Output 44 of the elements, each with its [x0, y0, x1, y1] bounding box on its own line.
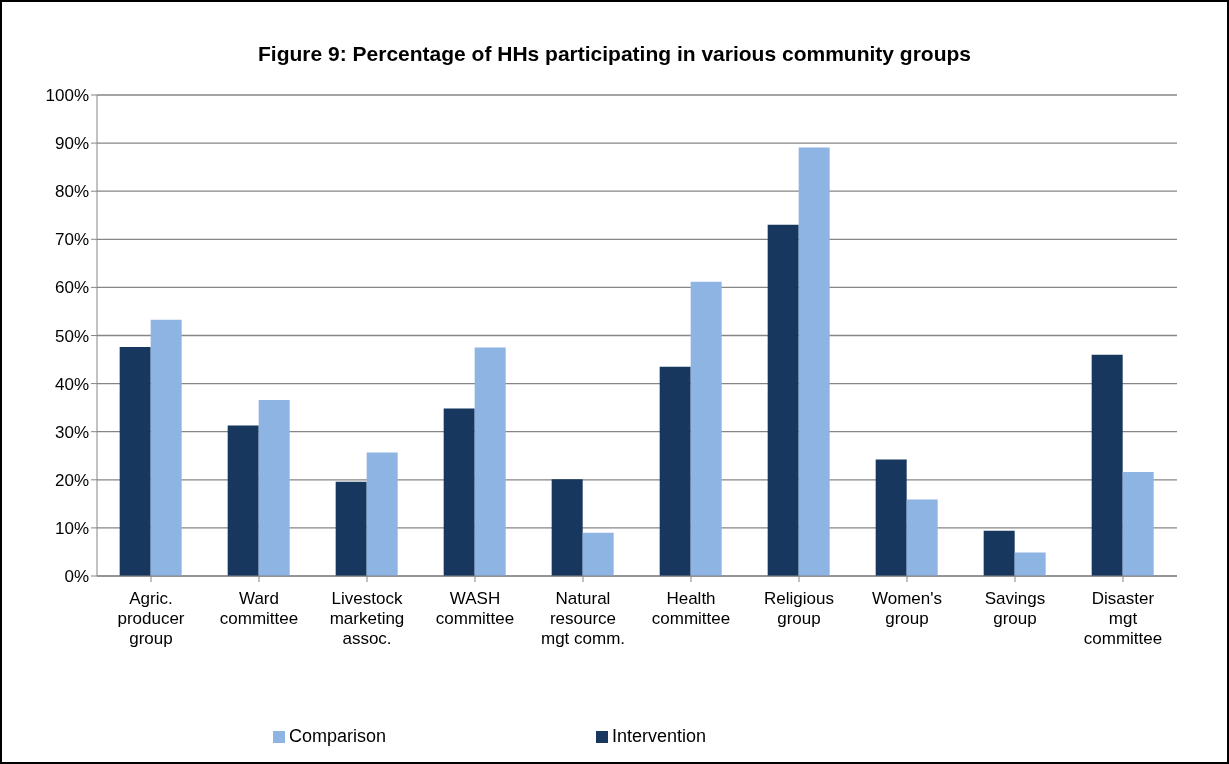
- x-tick-label: Religious group: [764, 589, 834, 628]
- bar: [1014, 552, 1046, 576]
- bar: [551, 479, 583, 576]
- bar: [258, 399, 290, 576]
- bar: [767, 224, 799, 576]
- bar: [1122, 472, 1154, 576]
- bar: [366, 452, 398, 576]
- x-tick-label: WASH committee: [435, 589, 515, 628]
- y-tick-label: 100%: [45, 86, 89, 106]
- x-tick-label: Ward committee: [219, 589, 299, 628]
- x-tick-label: Livestock marketing assoc.: [329, 589, 405, 648]
- bar: [906, 499, 938, 576]
- x-tick-label: Disaster mgt committee: [1083, 589, 1163, 648]
- x-tick-label: Women's group: [871, 589, 943, 628]
- y-tick-label: 0%: [64, 567, 89, 587]
- legend-label: Intervention: [611, 726, 707, 746]
- bar: [983, 530, 1015, 576]
- y-tick-label: 20%: [54, 470, 89, 490]
- bar: [690, 281, 722, 576]
- y-tick-label: 60%: [54, 278, 89, 298]
- bar: [119, 347, 151, 576]
- y-tick-label: 40%: [54, 374, 89, 394]
- bar: [227, 425, 259, 576]
- bar: [875, 459, 907, 576]
- bar: [443, 408, 475, 576]
- x-tick-label: Natural resource mgt comm.: [540, 589, 626, 648]
- y-tick-label: 70%: [54, 230, 89, 250]
- y-tick-label: 30%: [54, 422, 89, 442]
- y-tick-label: 50%: [54, 326, 89, 346]
- bar: [798, 147, 830, 576]
- bar: [659, 366, 691, 576]
- x-tick-label: Health committee: [651, 589, 731, 628]
- y-tick-label: 10%: [54, 518, 89, 538]
- y-tick-label: 80%: [54, 182, 89, 202]
- chart-title: Figure 9: Percentage of HHs participating in various community groups: [257, 42, 972, 66]
- x-tick-label: Agric. producer group: [117, 589, 185, 648]
- legend-label: Comparison: [288, 726, 386, 746]
- bar: [474, 347, 506, 576]
- x-tick-label: Savings group: [984, 589, 1046, 628]
- y-tick-label: 90%: [54, 134, 89, 154]
- bar: [1091, 354, 1123, 576]
- bar: [150, 319, 182, 576]
- bar: [582, 532, 614, 576]
- bar: [335, 481, 367, 576]
